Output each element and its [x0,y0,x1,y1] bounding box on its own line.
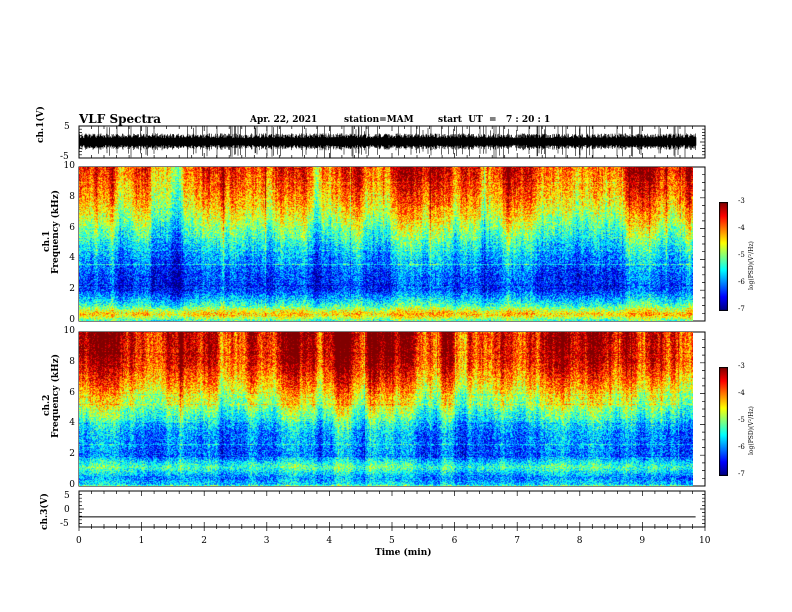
ch1-ytick-label: 6 [69,222,75,233]
ch1-ytick-bottom: -5 [60,152,69,162]
x-tick-label: 7 [514,536,520,546]
ch1-ytick-top: 5 [64,122,70,132]
cbar1-tick: -3 [738,197,745,205]
date-label: Apr. 22, 2021 [250,115,318,125]
ch1-frequency-label: Frequency (kHz) [51,189,61,274]
cbar1-tick: -7 [738,305,745,313]
ch2-ytick-label: 0 [69,480,75,490]
cbar2-tick: -4 [738,389,745,397]
cbar2-label: log(PSD)(V²/Hz) [748,406,755,455]
cbar1-label: log(PSD)(V²/Hz) [748,241,755,290]
x-tick-label: 2 [201,536,207,546]
ch2-ytick-label: 2 [69,449,75,460]
x-tick-label: 0 [76,536,82,546]
cbar2-tick: -3 [738,362,745,370]
ch1-ytick-label: 4 [69,253,75,264]
ch2-frequency-label: Frequency (kHz) [51,353,61,438]
ch1-ytick-label: 8 [69,191,75,202]
ch1-waveform-ylabel: ch.1(V) [36,106,46,143]
cbar2-tick: -5 [738,416,745,424]
x-tick-label: 10 [699,536,711,546]
ch2-colorbar [719,367,728,476]
panel-frame [78,490,706,528]
cbar2-tick: -7 [738,470,745,478]
ch1-ytick-label: 10 [63,161,75,171]
start-time-label: start UT = 7 : 20 : 1 [438,115,551,125]
ch3-ytick: 0 [64,505,70,515]
cbar1-tick: -4 [738,224,745,232]
ch3-ytick: -5 [60,519,69,529]
ch2-ytick-label: 4 [69,418,75,429]
x-tick-label: 1 [138,536,145,546]
x-tick-label: 9 [639,536,646,546]
cbar2-tick: -6 [738,443,745,451]
x-tick-label: 5 [389,536,395,546]
ch2-spectrogram [79,332,693,486]
figure-title: VLF Spectra [79,112,162,126]
x-tick-label: 4 [326,536,333,546]
ch1-colorbar [719,202,728,311]
x-tick-label: 6 [451,536,458,546]
ch2-ytick-label: 8 [69,356,75,367]
ch1-ytick-label: 2 [69,284,75,295]
cbar1-tick: -5 [738,251,745,259]
ch3-ytick: 5 [64,491,70,501]
ch1-ytick-label: 0 [69,315,75,325]
ch3-waveform-ylabel: ch.3(V) [40,493,50,530]
x-axis-label: Time (min) [375,548,432,558]
x-tick-label: 8 [576,536,583,546]
station-label: station=MAM [344,115,414,125]
ch2-ytick-label: 6 [69,387,75,398]
ch1-waveform-trace [78,126,697,158]
x-tick-label: 3 [263,536,270,546]
cbar1-tick: -6 [738,278,745,286]
ch2-ytick-label: 10 [63,326,75,336]
ch1-spectrogram [79,167,693,321]
